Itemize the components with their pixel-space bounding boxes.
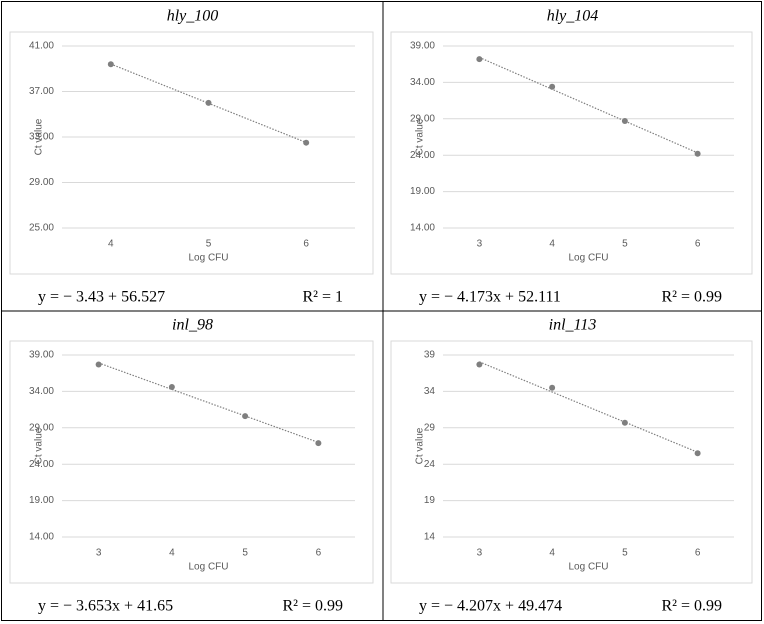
data-point xyxy=(205,99,212,106)
x-tick-label: 4 xyxy=(169,548,175,559)
y-tick-label: 19 xyxy=(424,495,436,506)
chart-title: inl_98 xyxy=(172,317,213,334)
x-tick-label: 3 xyxy=(96,548,102,559)
trendline xyxy=(479,56,698,154)
x-axis-label: Log CFU xyxy=(188,253,228,264)
data-point xyxy=(95,361,102,368)
r-squared: R² = 0.99 xyxy=(283,598,344,615)
chart-frame xyxy=(390,31,753,275)
y-tick-label: 34 xyxy=(424,386,436,397)
trendline xyxy=(479,361,698,453)
x-tick-label: 5 xyxy=(622,548,628,559)
y-axis-label: Ct value xyxy=(34,118,45,155)
chart-frame xyxy=(390,340,753,584)
x-tick-label: 5 xyxy=(242,548,248,559)
y-tick-label: 33.00 xyxy=(29,132,54,143)
r-squared: R² = 0.99 xyxy=(662,289,723,306)
y-tick-label: 29 xyxy=(424,422,436,433)
y-axis-label: Ct value xyxy=(415,118,426,155)
y-tick-label: 14.00 xyxy=(410,223,435,234)
r-squared: R² = 1 xyxy=(303,289,344,306)
chart-title: hly_104 xyxy=(547,8,599,25)
data-point xyxy=(694,150,701,157)
y-tick-label: 24.00 xyxy=(29,459,54,470)
equation: y = − 3.653x + 41.65 xyxy=(38,598,173,615)
data-point xyxy=(549,83,556,90)
chart-frame xyxy=(9,31,374,275)
y-tick-label: 34.00 xyxy=(410,77,435,88)
data-point xyxy=(315,440,322,447)
r-squared: R² = 0.99 xyxy=(662,598,723,615)
data-point xyxy=(621,419,628,426)
data-point xyxy=(549,384,556,391)
y-tick-label: 29.00 xyxy=(29,177,54,188)
y-tick-label: 19.00 xyxy=(410,186,435,197)
y-tick-label: 24.00 xyxy=(410,150,435,161)
x-tick-label: 4 xyxy=(108,239,114,250)
x-axis-label: Log CFU xyxy=(568,253,608,264)
equation: y = − 4.173x + 52.111 xyxy=(419,289,561,306)
y-tick-label: 34.00 xyxy=(29,386,54,397)
y-tick-label: 39 xyxy=(424,350,436,361)
y-tick-label: 24 xyxy=(424,459,436,470)
chart-title: hly_100 xyxy=(167,8,219,25)
equation: y = − 3.43 + 56.527 xyxy=(38,289,165,306)
y-tick-label: 39.00 xyxy=(29,350,54,361)
x-tick-label: 3 xyxy=(477,239,483,250)
y-tick-label: 19.00 xyxy=(29,495,54,506)
x-tick-label: 5 xyxy=(622,239,628,250)
y-tick-label: 29.00 xyxy=(410,113,435,124)
x-tick-label: 6 xyxy=(303,239,309,250)
chart-frame xyxy=(9,340,374,584)
x-axis-label: Log CFU xyxy=(568,562,608,573)
x-tick-label: 6 xyxy=(695,548,701,559)
y-tick-label: 39.00 xyxy=(410,41,435,52)
equation: y = − 4.207x + 49.474 xyxy=(419,598,562,615)
y-tick-label: 14.00 xyxy=(29,532,54,543)
data-point xyxy=(621,117,628,124)
y-tick-label: 37.00 xyxy=(29,86,54,97)
x-axis-label: Log CFU xyxy=(188,562,228,573)
data-point xyxy=(168,384,175,391)
y-tick-label: 41.00 xyxy=(29,41,54,52)
x-tick-label: 4 xyxy=(549,548,555,559)
y-axis-label: Ct value xyxy=(415,427,426,464)
y-axis-label: Ct value xyxy=(34,427,45,464)
data-point xyxy=(242,413,249,420)
y-tick-label: 14 xyxy=(424,532,436,543)
x-tick-label: 6 xyxy=(695,239,701,250)
y-tick-label: 29.00 xyxy=(29,422,54,433)
data-point xyxy=(476,56,483,63)
y-tick-label: 25.00 xyxy=(29,223,54,234)
data-point xyxy=(107,61,114,68)
x-tick-label: 6 xyxy=(316,548,322,559)
data-point xyxy=(694,450,701,457)
chart-title: inl_113 xyxy=(549,317,597,334)
x-tick-label: 5 xyxy=(206,239,212,250)
x-tick-label: 4 xyxy=(549,239,555,250)
data-point xyxy=(476,361,483,368)
data-point xyxy=(303,139,310,146)
x-tick-label: 3 xyxy=(477,548,483,559)
